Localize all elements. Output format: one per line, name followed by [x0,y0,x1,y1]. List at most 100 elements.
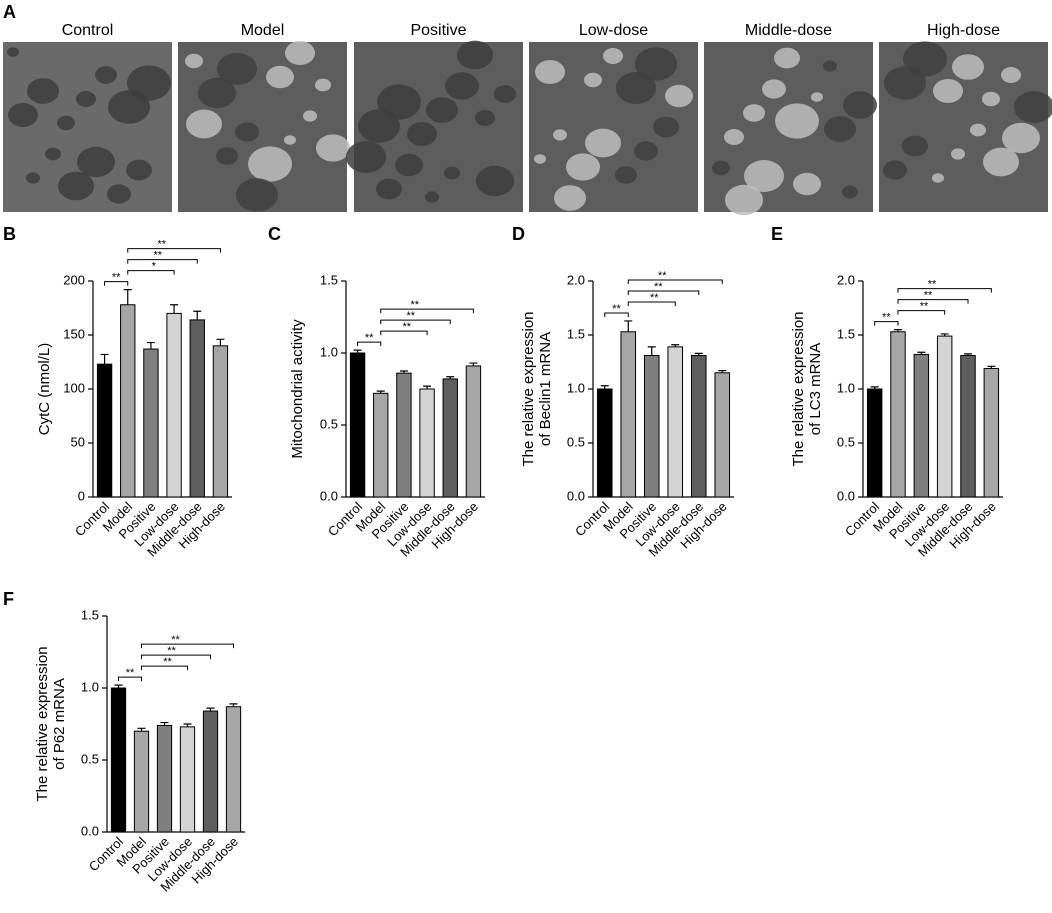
organelle [811,92,823,102]
bar [373,392,389,498]
significance-bracket [127,248,221,253]
bar [225,706,242,833]
error-bar [671,344,680,347]
significance-bracket [357,341,382,347]
organelle [248,146,292,182]
y-tick-label: 200 [63,272,85,287]
organelle [842,185,858,199]
bar [179,726,196,833]
organelle [725,184,763,216]
significance-label: ** [365,332,374,344]
bar [96,363,113,498]
significance-bracket [127,259,198,264]
organelle [843,91,877,119]
micrograph [529,42,698,212]
image-label: High-dose [927,22,1000,39]
organelle [425,191,439,203]
error-bar [216,338,225,346]
y-tick-label: 1.5 [837,326,855,341]
organelle [615,166,637,184]
error-bar [160,721,169,726]
bar [667,346,684,498]
error-bar [694,352,703,356]
error-bar [137,727,146,732]
significance-bracket [874,321,899,326]
organelle [903,41,947,77]
y-tick-label: 1.0 [81,679,99,694]
organelle [45,147,61,161]
panel-letter: E [771,224,783,244]
significance-label: * [152,261,157,273]
error-bar [964,353,972,356]
y-tick-label: 0.5 [567,434,585,449]
bar [866,388,883,498]
panel-letter: B [3,224,16,244]
panel-letter: A [3,2,16,22]
error-bar [229,703,238,707]
organelle [970,123,986,137]
organelle [1014,91,1052,123]
bar [465,365,482,498]
significance-bracket [627,279,723,284]
significance-label: ** [882,312,891,324]
organelle [534,154,546,164]
organelle [186,109,222,139]
error-bar [170,304,179,314]
y-tick-label: 100 [63,380,85,395]
error-bar [917,351,926,355]
organelle [77,146,115,178]
organelle [883,160,907,180]
organelle [315,78,331,92]
significance-bracket [627,290,700,295]
organelle [127,65,171,101]
organelle [7,47,19,57]
significance-bracket [104,281,129,286]
y-tick-label: 1.0 [567,380,585,395]
error-bar [624,320,633,332]
organelle [824,116,856,142]
y-tick-label: 0 [78,488,85,503]
panel-letter: D [512,224,525,244]
significance-label: ** [126,667,135,679]
y-axis-label: The relative expression [520,311,537,466]
organelle [634,141,658,161]
organelle [217,53,257,85]
bar [890,331,906,498]
organelle [27,78,59,104]
error-bar [206,707,215,712]
error-bar [399,370,408,374]
significance-label: ** [410,299,419,311]
significance-label: ** [112,272,121,284]
error-bar [446,376,455,379]
image-label: Model [241,22,285,39]
significance-label: ** [612,303,621,315]
organelle [775,103,819,139]
y-tick-label: 0.0 [837,488,855,503]
organelle [933,79,963,103]
organelle [303,110,317,122]
significance-bracket [141,654,211,660]
bar [202,710,219,833]
bar [596,388,613,498]
significance-label: ** [658,270,667,282]
bar [620,331,637,498]
organelle [76,91,96,107]
bar [913,353,930,498]
organelle [585,128,621,158]
organelle [712,160,730,176]
error-bar [870,386,879,389]
micrograph [3,42,172,212]
significance-bracket [627,301,676,306]
significance-label: ** [153,250,162,262]
organelle [603,48,623,64]
bar [643,355,660,498]
y-tick-label: 0.0 [320,488,338,503]
organelle [566,153,600,181]
significance-label: ** [171,634,180,646]
bar [156,724,173,833]
organelle [107,184,131,204]
error-bar [647,346,656,356]
bar [133,730,150,833]
image-label: Low-dose [579,22,648,39]
bar [690,355,707,498]
